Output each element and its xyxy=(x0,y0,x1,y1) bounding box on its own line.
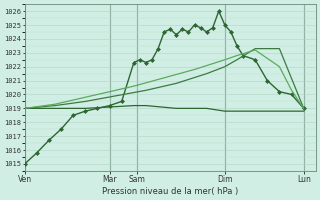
X-axis label: Pression niveau de la mer( hPa ): Pression niveau de la mer( hPa ) xyxy=(102,187,238,196)
